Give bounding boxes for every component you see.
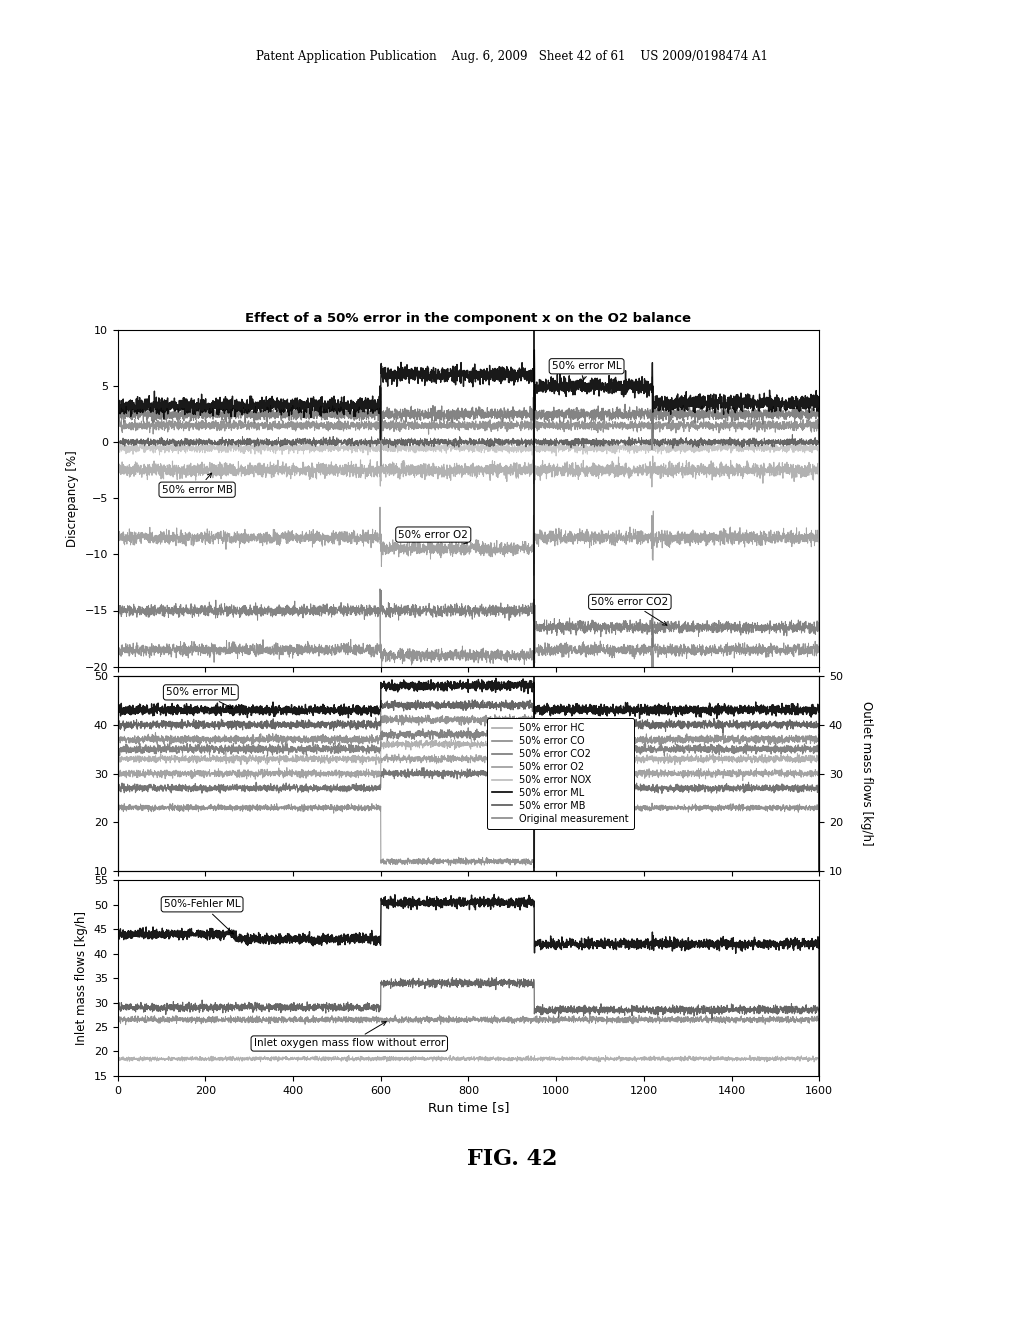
Y-axis label: Discrepancy [%]: Discrepancy [%]: [66, 450, 79, 546]
Title: Effect of a 50% error in the component x on the O2 balance: Effect of a 50% error in the component x…: [246, 312, 691, 325]
Text: 50% error O2: 50% error O2: [398, 529, 468, 544]
Text: FIG. 42: FIG. 42: [467, 1148, 557, 1171]
Text: 50% error CO2: 50% error CO2: [591, 597, 669, 626]
Text: 50% error ML: 50% error ML: [166, 688, 236, 709]
Text: Patent Application Publication    Aug. 6, 2009   Sheet 42 of 61    US 2009/01984: Patent Application Publication Aug. 6, 2…: [256, 50, 768, 63]
Text: 50%-Fehler ML: 50%-Fehler ML: [164, 899, 241, 935]
X-axis label: Run time [s]: Run time [s]: [428, 1101, 509, 1114]
Y-axis label: Inlet mass flows [kg/h]: Inlet mass flows [kg/h]: [76, 911, 88, 1045]
Y-axis label: Outlet mass flows [kg/h]: Outlet mass flows [kg/h]: [860, 701, 872, 846]
Text: 50% error MB: 50% error MB: [162, 473, 232, 495]
Text: Inlet oxygen mass flow without error: Inlet oxygen mass flow without error: [254, 1022, 444, 1048]
Text: 50% error ML: 50% error ML: [552, 362, 622, 380]
Legend: 50% error HC, 50% error CO, 50% error CO2, 50% error O2, 50% error NOX, 50% erro: 50% error HC, 50% error CO, 50% error CO…: [487, 718, 634, 829]
